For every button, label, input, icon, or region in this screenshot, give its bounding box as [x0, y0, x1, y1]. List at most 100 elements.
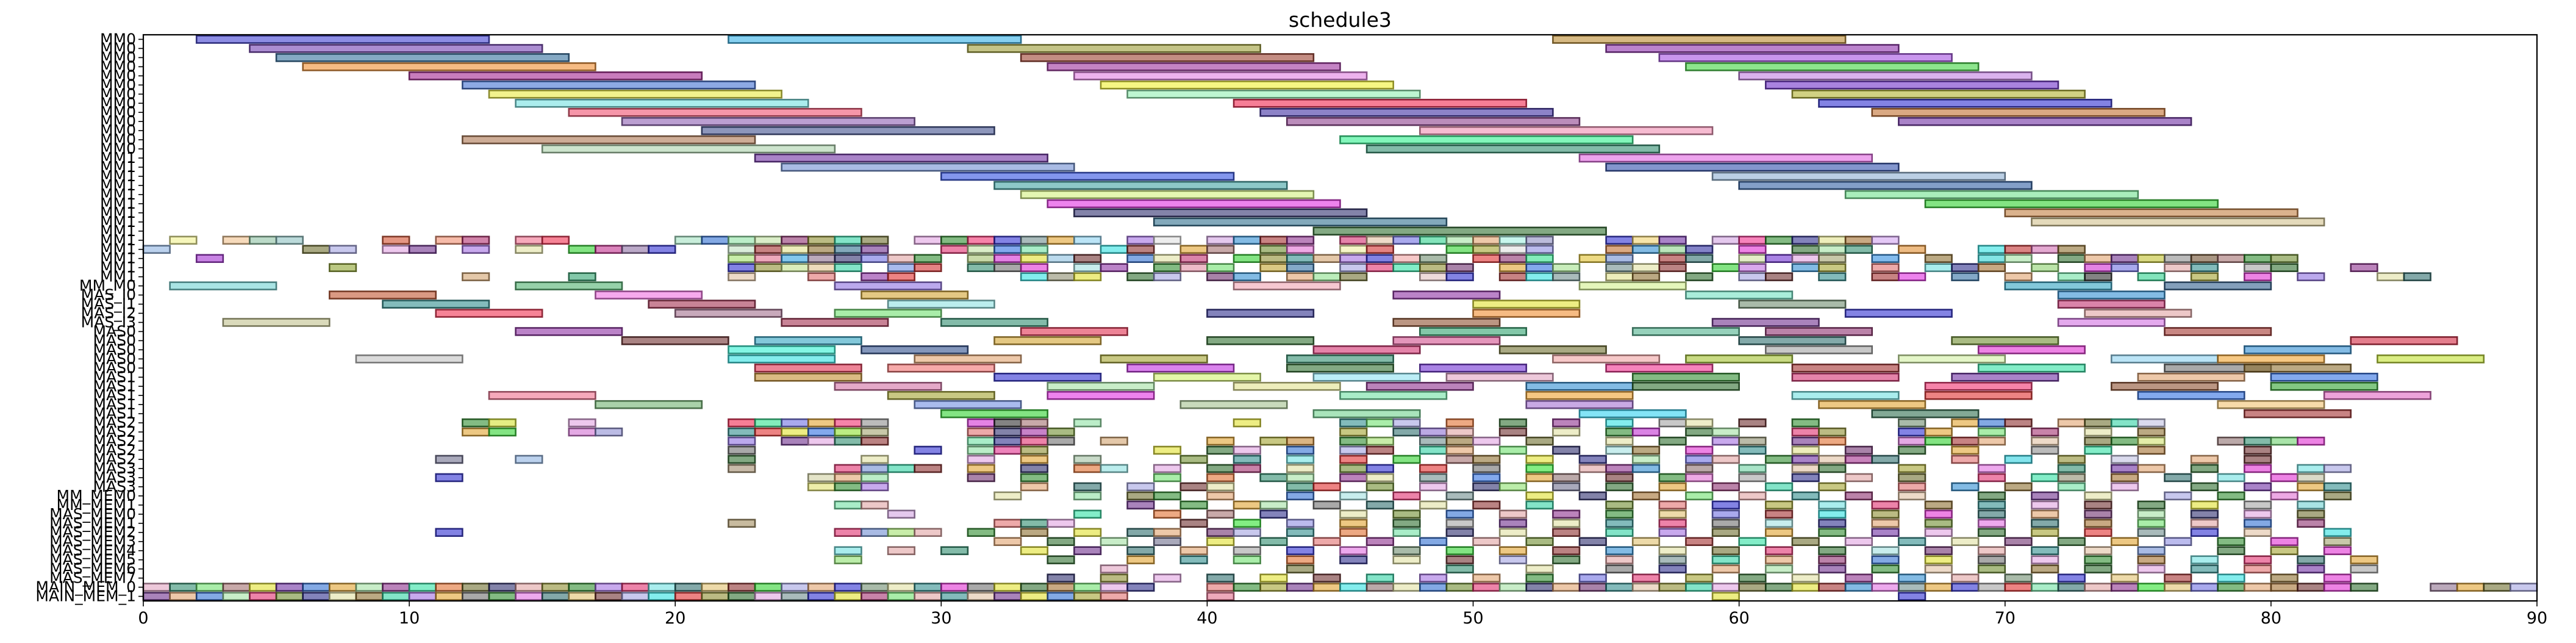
- y-tick-label: MAS_I2: [81, 304, 136, 322]
- task-bar: [1073, 71, 1368, 81]
- y-tick-label: MM1: [100, 250, 136, 267]
- task-bar: [1445, 528, 1474, 537]
- task-bar: [568, 245, 596, 254]
- task-bar: [355, 592, 384, 601]
- task-bar: [1046, 199, 1341, 209]
- task-bar: [1286, 583, 1315, 592]
- task-bar: [1392, 235, 1421, 245]
- task-bar: [1498, 445, 1528, 455]
- task-bar: [1365, 245, 1395, 254]
- task-bar: [1419, 327, 1528, 336]
- task-bar: [1818, 272, 1847, 281]
- task-bar: [1259, 436, 1288, 446]
- task-bar: [2164, 254, 2192, 263]
- y-tick-label: MAS_MEM0: [49, 505, 136, 523]
- task-bar: [1951, 418, 1980, 428]
- task-bar: [1818, 482, 1847, 492]
- task-bar: [728, 436, 756, 446]
- task-bar: [1631, 427, 1661, 437]
- task-bar: [1153, 491, 1182, 501]
- task-bar: [2190, 509, 2219, 519]
- task-bar: [1578, 153, 1873, 163]
- task-bar: [2243, 436, 2272, 446]
- task-bar: [887, 254, 916, 263]
- task-bar: [1977, 364, 2086, 373]
- task-bar: [2323, 583, 2352, 592]
- task-bar: [2004, 573, 2033, 583]
- task-bar: [1179, 245, 1208, 254]
- task-bar: [1312, 482, 1341, 492]
- task-bar: [1605, 519, 1634, 528]
- task-bar: [1738, 336, 1847, 345]
- task-bar: [860, 254, 889, 263]
- task-bar: [1073, 254, 1102, 263]
- task-bar: [2137, 509, 2166, 519]
- task-bar: [2137, 254, 2166, 263]
- task-bar: [169, 592, 198, 601]
- y-tick-label: MAS0: [93, 350, 136, 367]
- task-bar: [1259, 254, 1288, 263]
- task-bar: [1100, 583, 1128, 592]
- task-bar: [1046, 427, 1075, 437]
- task-bar: [754, 364, 862, 373]
- task-bar: [1419, 254, 1448, 263]
- task-bar: [435, 473, 463, 483]
- y-tick-label: MAS1: [93, 404, 136, 422]
- task-bar: [1179, 263, 1208, 272]
- task-bar: [728, 454, 756, 464]
- task-bar: [1871, 254, 1900, 263]
- task-bar: [1206, 336, 1315, 345]
- task-bar: [648, 300, 756, 309]
- task-bar: [1818, 245, 1847, 254]
- task-bar: [2243, 409, 2352, 418]
- task-bar: [1153, 263, 1182, 272]
- task-bar: [1605, 564, 1634, 573]
- task-bar: [2243, 509, 2272, 519]
- task-bar: [2190, 555, 2219, 564]
- task-bar: [1738, 445, 1767, 455]
- task-bar: [914, 592, 942, 601]
- task-bar: [1206, 482, 1235, 492]
- task-bar: [1658, 245, 1687, 254]
- task-bar: [302, 592, 331, 601]
- y-tick-label: MAS3: [93, 469, 136, 486]
- y-tick-label: MM1: [100, 167, 136, 185]
- task-bar: [1365, 583, 1395, 592]
- task-bar: [2057, 245, 2086, 254]
- task-bar: [834, 528, 862, 537]
- task-bar: [1206, 491, 1235, 501]
- task-bar: [1791, 583, 1820, 592]
- task-bar: [1073, 592, 1102, 601]
- task-bar: [1552, 546, 1581, 555]
- task-bar: [1711, 546, 1740, 555]
- task-bar: [1020, 418, 1049, 428]
- task-bar: [2137, 564, 2166, 573]
- task-bar: [2084, 555, 2113, 564]
- y-tick-label: MAS_I0: [81, 286, 136, 304]
- task-bar: [1711, 235, 1740, 245]
- task-bar: [914, 464, 942, 473]
- task-bar: [967, 445, 995, 455]
- y-tick-label: MM1: [100, 204, 136, 221]
- task-bar: [2217, 537, 2245, 546]
- task-bar: [2164, 473, 2192, 483]
- task-bar: [2270, 473, 2299, 483]
- task-bar: [1711, 509, 1740, 519]
- task-bar: [1685, 245, 1714, 254]
- task-bar: [1924, 427, 1953, 437]
- task-bar: [1898, 473, 1927, 483]
- task-bar: [1844, 583, 1873, 592]
- task-bar: [1764, 327, 1873, 336]
- task-bar: [1046, 573, 1075, 583]
- task-bar: [967, 245, 995, 254]
- task-bar: [2323, 491, 2352, 501]
- task-bar: [2403, 272, 2431, 281]
- task-bar: [914, 400, 1022, 409]
- task-bar: [1046, 381, 1155, 391]
- task-bar: [275, 235, 304, 245]
- task-bar: [1339, 491, 1368, 501]
- task-bar: [2137, 390, 2245, 400]
- task-bar: [834, 418, 862, 428]
- task-bar: [2084, 528, 2113, 537]
- task-bar: [2217, 546, 2245, 555]
